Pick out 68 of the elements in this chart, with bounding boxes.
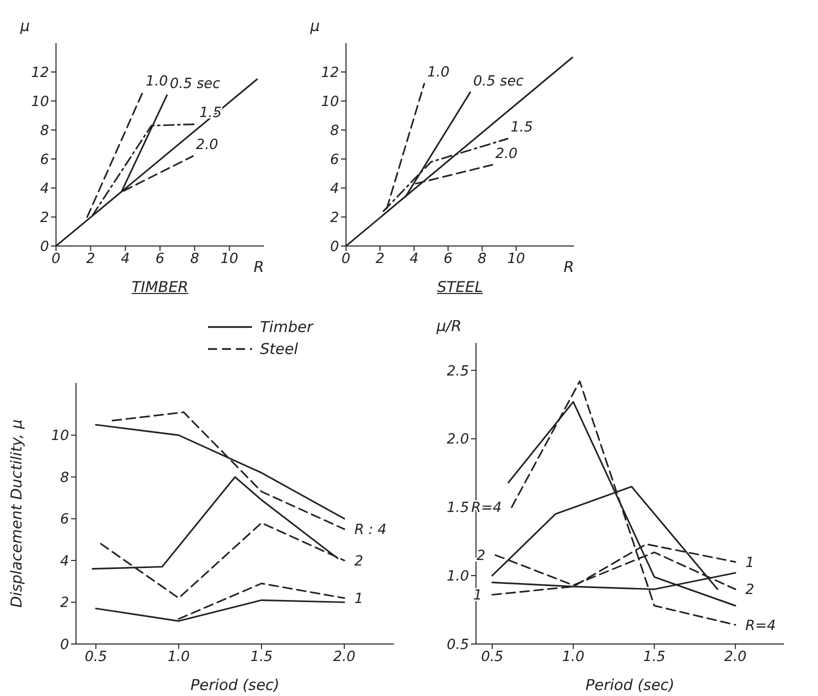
text: TIMBER	[130, 278, 190, 296]
x-tick-label: 4	[120, 250, 130, 267]
y-axis-title: Displacement Ductility, μ	[7, 419, 26, 608]
y-axis-title: μ/R	[435, 317, 462, 335]
x-tick-label: 0.5	[481, 648, 504, 665]
annotation: 1	[745, 554, 754, 571]
y-tick-label: 6	[40, 152, 50, 168]
y-tick-label: 10	[31, 94, 50, 110]
x-tick-label: 8	[190, 250, 200, 267]
x-tick-label: 1.0	[562, 648, 584, 665]
annotation: R : 4	[354, 522, 387, 538]
legend-label: Timber	[260, 318, 313, 336]
series-label: 1.0	[427, 64, 450, 81]
series-label: 1.5	[510, 120, 533, 136]
y-tick-label: 8	[40, 122, 50, 139]
series-label: 0.5 sec	[170, 76, 221, 92]
x-tick-label: 0	[342, 250, 351, 267]
x-axis-title: R	[564, 258, 574, 276]
y-tick-label: 0	[40, 238, 50, 255]
annotation: 2	[745, 582, 754, 598]
annotation: 1	[354, 591, 364, 608]
y-tick-label: 0	[60, 636, 70, 653]
y-tick-label: 1.0	[446, 568, 470, 585]
y-tick-label: 12	[31, 64, 50, 81]
x-tick-label: 2	[86, 250, 96, 267]
y-tick-label: 10	[51, 428, 70, 444]
y-tick-label: 4	[330, 180, 339, 197]
y-tick-label: 10	[321, 94, 340, 110]
x-tick-label: 1.0	[168, 648, 190, 665]
y-tick-label: 4	[40, 180, 49, 197]
y-tick-label: 12	[321, 64, 340, 81]
x-axis-title: R	[254, 258, 264, 276]
annotation: 2	[476, 548, 486, 564]
x-tick-label: 2.0	[724, 648, 747, 665]
y-tick-label: 2	[330, 210, 340, 226]
y-tick-label: 6	[330, 152, 340, 168]
series-label: 1.0	[146, 73, 168, 90]
series-label: 0.5 sec	[473, 73, 524, 90]
x-tick-label: 1.5	[250, 648, 273, 665]
y-tick-label: 2.5	[446, 363, 470, 380]
legend-label: Steel	[260, 340, 298, 358]
x-tick-label: 4	[410, 250, 419, 267]
y-tick-label: 2	[60, 595, 70, 612]
y-tick-label: 2	[40, 210, 50, 226]
x-axis-title: Period (sec)	[190, 676, 280, 694]
y-tick-label: 6	[60, 512, 70, 528]
y-tick-label: 2.0	[446, 432, 470, 448]
x-tick-label: 6	[156, 250, 165, 267]
x-tick-label: 8	[478, 250, 487, 267]
x-axis-title: Period (sec)	[585, 676, 675, 694]
y-tick-label: 8	[330, 122, 340, 139]
series-label: 2.0	[495, 146, 518, 162]
x-tick-label: 1.5	[643, 648, 666, 665]
x-tick-label: 10	[220, 250, 238, 267]
y-tick-label: 0	[330, 238, 340, 255]
annotation: 2	[354, 553, 364, 570]
y-tick-label: 4	[60, 553, 69, 570]
text: STEEL	[436, 278, 484, 296]
y-tick-label: 0.5	[446, 636, 470, 653]
annotation: R=4	[745, 618, 776, 634]
series-label: 2.0	[196, 137, 218, 154]
x-tick-label: 2	[376, 250, 385, 267]
y-tick-label: 1.5	[446, 500, 470, 516]
y-axis-title: μ	[19, 17, 30, 35]
y-tick-label: 8	[60, 470, 70, 486]
x-tick-label: 0.5	[84, 648, 108, 665]
x-tick-label: 10	[507, 250, 526, 267]
y-axis-title: μ	[309, 17, 320, 35]
